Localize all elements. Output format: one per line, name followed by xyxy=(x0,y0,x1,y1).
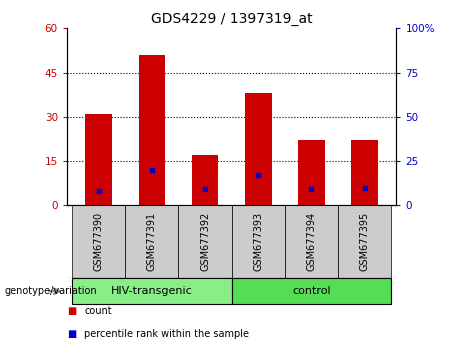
Text: ■: ■ xyxy=(67,306,76,316)
Bar xyxy=(192,155,219,205)
Bar xyxy=(285,205,338,278)
Bar xyxy=(178,205,231,278)
Bar xyxy=(351,141,378,205)
Bar xyxy=(139,55,165,205)
Text: GSM677394: GSM677394 xyxy=(307,212,316,271)
Bar xyxy=(231,205,285,278)
Bar xyxy=(245,93,272,205)
Bar xyxy=(85,114,112,205)
Text: percentile rank within the sample: percentile rank within the sample xyxy=(84,329,249,339)
Bar xyxy=(338,205,391,278)
Text: GSM677391: GSM677391 xyxy=(147,212,157,271)
Text: HIV-transgenic: HIV-transgenic xyxy=(111,286,193,296)
Bar xyxy=(125,205,178,278)
Bar xyxy=(231,278,391,304)
Text: count: count xyxy=(84,306,112,316)
Text: GSM677393: GSM677393 xyxy=(253,212,263,271)
Text: ■: ■ xyxy=(67,329,76,339)
Text: GSM677395: GSM677395 xyxy=(360,212,370,271)
Text: GSM677390: GSM677390 xyxy=(94,212,104,271)
Text: GSM677392: GSM677392 xyxy=(200,212,210,271)
Bar xyxy=(298,141,325,205)
Title: GDS4229 / 1397319_at: GDS4229 / 1397319_at xyxy=(151,12,313,26)
Bar xyxy=(72,205,125,278)
Text: genotype/variation: genotype/variation xyxy=(5,286,97,296)
Bar xyxy=(72,278,231,304)
Text: control: control xyxy=(292,286,331,296)
